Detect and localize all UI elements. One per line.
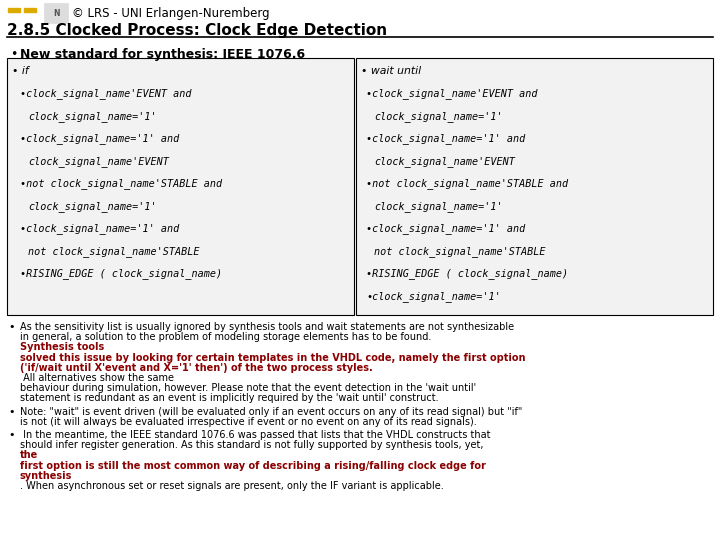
Text: • wait until: • wait until (361, 66, 421, 76)
Text: Note: "wait" is event driven (will be evaluated only if an event occurs on any o: Note: "wait" is event driven (will be ev… (20, 407, 523, 416)
Text: solved this issue by looking for certain templates in the VHDL code, namely the : solved this issue by looking for certain… (20, 353, 526, 362)
Text: •: • (8, 430, 14, 440)
Text: In the meantime, the IEEE standard 1076.6 was passed that lists that the VHDL co: In the meantime, the IEEE standard 1076.… (20, 430, 490, 440)
Text: •clock_signal_name='1' and: •clock_signal_name='1' and (20, 224, 179, 234)
Text: As the sensitivity list is usually ignored by synthesis tools and wait statement: As the sensitivity list is usually ignor… (20, 322, 514, 332)
Text: •clock_signal_name'EVENT and: •clock_signal_name'EVENT and (366, 89, 538, 99)
Text: •RISING_EDGE ( clock_signal_name): •RISING_EDGE ( clock_signal_name) (366, 268, 568, 279)
Text: clock_signal_name='1': clock_signal_name='1' (374, 201, 503, 212)
Text: not clock_signal_name'STABLE: not clock_signal_name'STABLE (28, 246, 199, 257)
Text: clock_signal_name='1': clock_signal_name='1' (374, 111, 503, 122)
Bar (24, 8, 36, 12)
Text: New standard for synthesis: IEEE 1076.6: New standard for synthesis: IEEE 1076.6 (20, 48, 305, 61)
Text: •: • (8, 322, 14, 332)
Text: not clock_signal_name'STABLE: not clock_signal_name'STABLE (374, 246, 546, 257)
Text: N: N (53, 9, 59, 17)
Text: synthesis: synthesis (20, 471, 73, 481)
Text: first option is still the most common way of describing a rising/falling clock e: first option is still the most common wa… (20, 461, 486, 470)
Bar (356, 58, 713, 315)
Text: •RISING_EDGE ( clock_signal_name): •RISING_EDGE ( clock_signal_name) (20, 268, 222, 279)
Text: © LRS - UNI Erlangen-Nuremberg: © LRS - UNI Erlangen-Nuremberg (72, 6, 269, 19)
Text: •not clock_signal_name'STABLE and: •not clock_signal_name'STABLE and (20, 179, 222, 190)
Text: •clock_signal_name='1': •clock_signal_name='1' (366, 291, 500, 302)
Text: •clock_signal_name='1' and: •clock_signal_name='1' and (366, 224, 526, 234)
Text: clock_signal_name'EVENT: clock_signal_name'EVENT (374, 156, 515, 167)
Text: •clock_signal_name'EVENT and: •clock_signal_name'EVENT and (20, 89, 192, 99)
Text: clock_signal_name'EVENT: clock_signal_name'EVENT (28, 156, 169, 167)
Text: •clock_signal_name='1' and: •clock_signal_name='1' and (366, 133, 526, 144)
Text: All alternatives show the same: All alternatives show the same (20, 373, 174, 383)
Bar (8, 8, 20, 12)
Text: •: • (10, 48, 17, 61)
Text: should infer register generation. As this standard is not fully supported by syn: should infer register generation. As thi… (20, 440, 487, 450)
Text: 2.8.5 Clocked Process: Clock Edge Detection: 2.8.5 Clocked Process: Clock Edge Detect… (7, 23, 387, 37)
Text: behaviour during simulation, however. Please note that the event detection in th: behaviour during simulation, however. Pl… (20, 383, 476, 393)
Text: the: the (20, 450, 38, 461)
Text: • if: • if (12, 66, 29, 76)
Bar (44, 3, 68, 23)
Text: clock_signal_name='1': clock_signal_name='1' (28, 111, 157, 122)
Text: •: • (8, 407, 14, 416)
Text: . When asynchronous set or reset signals are present, only the IF variant is app: . When asynchronous set or reset signals… (20, 481, 444, 491)
Text: ('if/wait until X'event and X='1' then') of the two process styles.: ('if/wait until X'event and X='1' then')… (20, 363, 373, 373)
Text: Synthesis tools: Synthesis tools (20, 342, 104, 353)
Bar (7, 58, 354, 315)
Text: statement is redundant as an event is implicitly required by the 'wait until' co: statement is redundant as an event is im… (20, 394, 438, 403)
Text: in general, a solution to the problem of modeling storage elements has to be fou: in general, a solution to the problem of… (20, 332, 434, 342)
Text: •not clock_signal_name'STABLE and: •not clock_signal_name'STABLE and (366, 179, 568, 190)
Text: clock_signal_name='1': clock_signal_name='1' (28, 201, 157, 212)
Text: is not (it will always be evaluated irrespective if event or no event on any of : is not (it will always be evaluated irre… (20, 417, 477, 427)
Text: •clock_signal_name='1' and: •clock_signal_name='1' and (20, 133, 179, 144)
